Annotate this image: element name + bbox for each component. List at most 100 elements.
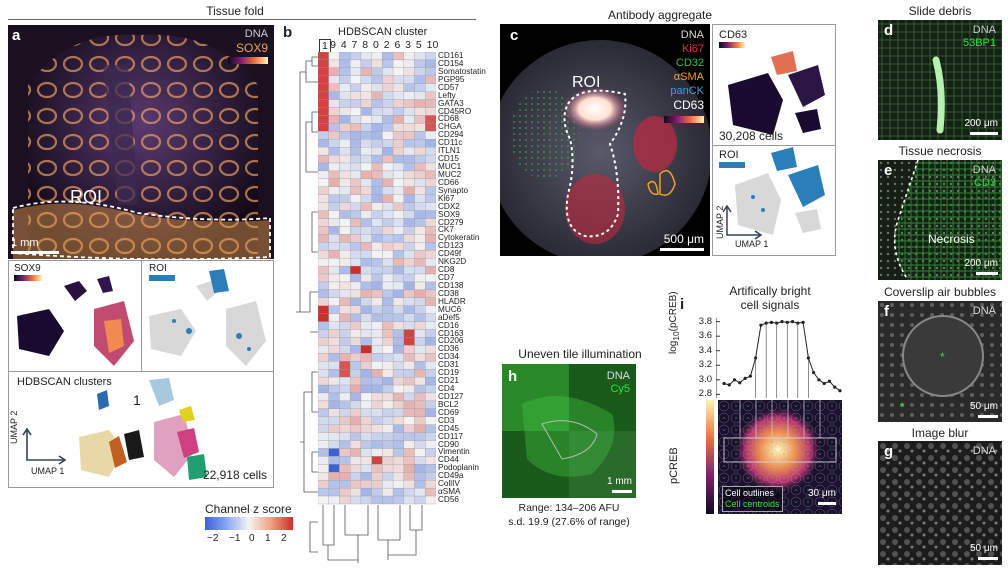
heatmap-row-label: CD19 <box>438 368 459 378</box>
heatmap-cell <box>350 91 362 100</box>
heatmap-cell <box>382 297 394 306</box>
heatmap-cell <box>371 186 383 195</box>
umap-roi-swatch <box>149 275 175 281</box>
heatmap-cell <box>328 242 340 251</box>
heatmap-cell <box>360 75 372 84</box>
heatmap-dendrogram <box>296 56 318 553</box>
heatmap-grid <box>318 52 436 505</box>
panel-h-cy5: Cy5 <box>610 383 630 395</box>
heatmap-cell <box>318 480 329 489</box>
heatmap-row-label: CK7 <box>438 225 454 235</box>
heatmap-cell <box>392 384 404 394</box>
heatmap-cell <box>371 202 383 211</box>
heatmap-row-label: CD68 <box>438 114 459 124</box>
heatmap-cell <box>382 472 394 481</box>
heatmap-row-label: CD294 <box>438 130 464 140</box>
heatmap-cell <box>425 416 436 425</box>
heatmap-cell <box>350 472 362 481</box>
panel-i-ylabel-bottom: pCREB <box>668 447 680 484</box>
heatmap-cell <box>350 361 362 370</box>
header-bright-line1: Artifically bright <box>729 284 811 298</box>
heatmap-cell <box>414 170 426 180</box>
heatmap-cell <box>350 162 362 172</box>
heatmap-cell <box>318 416 329 425</box>
heatmap-cell <box>360 170 372 180</box>
legend-cell-centroids: Cell centroids <box>725 499 780 509</box>
heatmap-row-label: CD16 <box>438 320 459 330</box>
heatmap-cell <box>318 448 329 457</box>
panel-i-point <box>838 389 842 393</box>
heatmap-cell <box>403 194 415 203</box>
heatmap-cell <box>425 448 436 457</box>
heatmap-cell <box>414 432 426 441</box>
heatmap-cell <box>425 234 436 243</box>
heatmap-cell <box>318 75 329 84</box>
heatmap-cell <box>392 115 404 124</box>
heatmap-cell <box>414 361 426 370</box>
heatmap-row-label: CD57 <box>438 82 459 92</box>
panel-i-point <box>732 378 737 382</box>
heatmap-cell <box>403 369 415 378</box>
heatmap-cell <box>350 226 362 235</box>
heatmap-cell <box>403 115 415 124</box>
heatmap-cell <box>403 321 415 330</box>
heatmap-cell <box>318 178 329 187</box>
heatmap-cell <box>392 464 404 473</box>
heatmap-cell <box>414 75 426 84</box>
heatmap-cell <box>382 440 394 449</box>
heatmap-cell <box>339 337 351 346</box>
zscore-tick: 0 <box>249 533 255 544</box>
heatmap-cell <box>318 273 329 283</box>
heatmap-cell <box>350 52 362 61</box>
heatmap-cell <box>382 369 394 378</box>
heatmap-cell <box>371 424 383 433</box>
heatmap-cell <box>403 345 415 354</box>
heatmap-cell <box>328 487 340 497</box>
heatmap-row-label: αSMA <box>438 487 461 497</box>
heatmap-cell <box>403 313 415 322</box>
heatmap-cell <box>328 464 340 473</box>
channel-dna: DNA <box>680 29 704 41</box>
heatmap-row-label: CD11c <box>438 138 463 148</box>
heatmap-cell <box>360 400 372 409</box>
heatmap-cell <box>318 337 329 346</box>
channel-asma: αSMA <box>673 71 704 83</box>
heatmap-row-label: CD34 <box>438 352 459 362</box>
panel-i-ytick: 2.8 <box>698 388 712 400</box>
heatmap-column-label: 2 <box>383 39 390 51</box>
heatmap-cell <box>318 376 329 386</box>
heatmap-cell <box>360 258 372 267</box>
heatmap-cell <box>403 67 415 76</box>
heatmap-cell <box>392 91 404 100</box>
heatmap-cell <box>425 440 436 449</box>
heatmap-cell <box>403 186 415 195</box>
heatmap-cell <box>392 305 404 314</box>
heatmap-cell <box>350 321 362 330</box>
heatmap-cell <box>350 345 362 354</box>
heatmap-cell <box>350 432 362 441</box>
heatmap-cell <box>360 305 372 314</box>
heatmap-cell <box>382 162 394 172</box>
panel-i-point <box>738 381 742 385</box>
heatmap-cell <box>318 305 329 314</box>
heatmap-cell <box>339 464 351 473</box>
heatmap-cell <box>328 472 340 481</box>
heatmap-cell <box>371 91 383 100</box>
heatmap-cell <box>360 495 372 505</box>
heatmap-cell <box>392 226 404 235</box>
heatmap-cell <box>350 337 362 346</box>
heatmap-cell <box>318 345 329 354</box>
heatmap-cell <box>360 353 372 362</box>
heatmap-cell <box>392 59 404 69</box>
heatmap-cell <box>350 250 362 259</box>
heatmap-cell <box>414 218 426 227</box>
heatmap-cell <box>328 313 340 322</box>
heatmap-cell <box>371 234 383 243</box>
heatmap-cell <box>360 273 372 283</box>
heatmap-cell <box>328 369 340 378</box>
heatmap-cell <box>403 202 415 211</box>
heatmap-cell <box>318 147 329 156</box>
heatmap-cell <box>382 392 394 402</box>
heatmap-row-label: MUC6 <box>438 304 462 314</box>
heatmap-cell <box>339 289 351 298</box>
